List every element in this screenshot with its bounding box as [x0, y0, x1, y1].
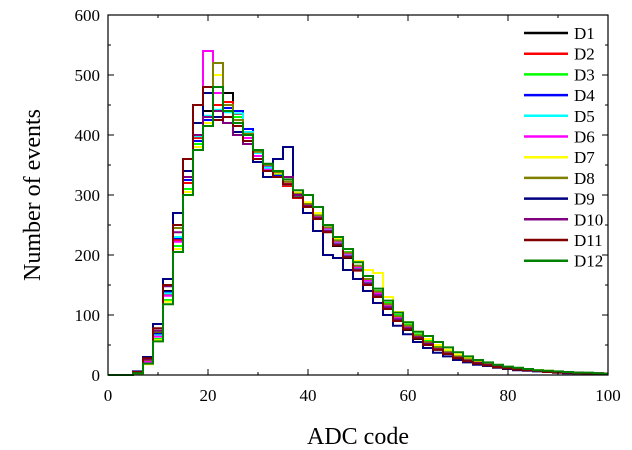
- x-tick-label: 40: [300, 386, 317, 405]
- legend-label-d5: D5: [574, 107, 595, 126]
- y-axis-title: Number of events: [20, 109, 46, 281]
- series-line-d12: [108, 86, 608, 376]
- legend-label-d2: D2: [574, 45, 595, 64]
- y-tick-label: 100: [75, 306, 101, 325]
- y-tick-label: 600: [75, 6, 101, 25]
- x-axis: 0 20 40 60 80 100: [104, 15, 621, 405]
- legend-label-d8: D8: [574, 169, 595, 188]
- x-axis-title: ADC code: [307, 424, 409, 450]
- y-axis: 0 100 200 300 400 500 600: [75, 6, 608, 385]
- legend-label-d12: D12: [574, 252, 603, 271]
- y-tick-label: 500: [75, 66, 101, 85]
- legend-label-d3: D3: [574, 65, 595, 84]
- x-tick-label: 60: [400, 386, 417, 405]
- legend-label-d9: D9: [574, 190, 595, 209]
- x-tick-label: 80: [500, 386, 517, 405]
- y-tick-label: 0: [92, 366, 101, 385]
- legend-label-d7: D7: [574, 148, 595, 167]
- y-tick-label: 400: [75, 126, 101, 145]
- legend-label-d11: D11: [574, 231, 603, 250]
- x-tick-label: 100: [595, 386, 621, 405]
- legend-label-d6: D6: [574, 128, 595, 147]
- y-tick-label: 200: [75, 246, 101, 265]
- legend-label-d10: D10: [574, 210, 603, 229]
- x-tick-label: 0: [104, 386, 113, 405]
- y-tick-label: 300: [75, 186, 101, 205]
- legend-label-d4: D4: [574, 86, 595, 105]
- series-layer: [108, 50, 608, 376]
- x-tick-label: 20: [200, 386, 217, 405]
- legend-label-d1: D1: [574, 24, 595, 43]
